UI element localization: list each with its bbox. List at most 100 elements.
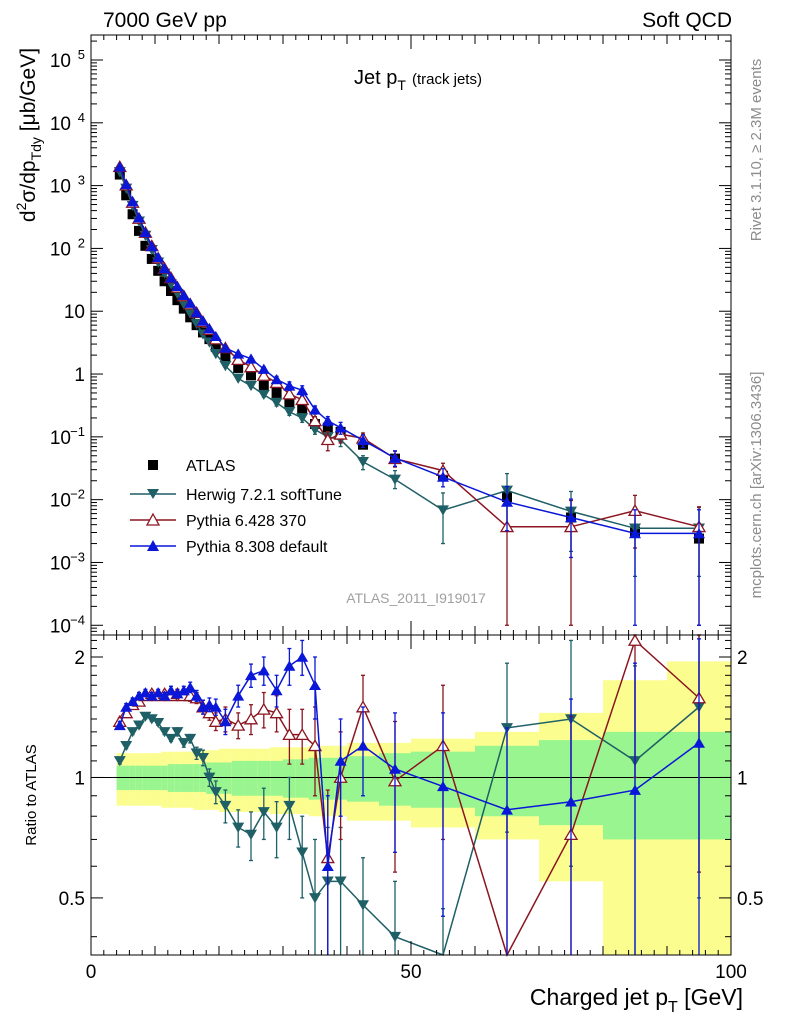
data-point-herwig [219, 361, 232, 372]
data-point-pythia8 [219, 342, 232, 353]
band-inner-segment [212, 762, 219, 794]
data-point-pythia8 [629, 528, 641, 539]
data-point-pythia8 [126, 695, 139, 707]
data-point-pythia8 [209, 701, 222, 712]
legend-label-herwig: Herwig 7.2.1 softTune [186, 487, 342, 504]
data-point-pythia6 [282, 387, 297, 400]
data-point-herwig [437, 505, 449, 516]
data-point-pythia8 [437, 780, 449, 792]
data-point-pythia6 [307, 414, 323, 427]
legend-label-atlas: ATLAS [186, 458, 236, 475]
y-tick-label: 10 [50, 491, 71, 512]
data-point-herwig [133, 720, 145, 731]
y-tick-label-exponent: 5 [78, 47, 85, 62]
y-tick-label: 10 [50, 428, 71, 449]
data-point-pythia8 [184, 297, 197, 308]
data-point-pythia8 [120, 701, 133, 712]
y-tick-label-exponent: 2 [78, 235, 85, 250]
data-point-pythia8 [321, 860, 334, 872]
data-point-atlas [233, 362, 244, 373]
data-point-pythia8 [113, 161, 126, 172]
band-inner-segment [244, 760, 258, 796]
data-point-herwig [152, 717, 165, 729]
data-point-herwig [296, 847, 309, 858]
y-tick-label: 10 [50, 553, 71, 574]
data-point-pythia8 [334, 755, 347, 766]
y-tick-label-exponent: −2 [70, 487, 85, 502]
data-point-herwig [257, 807, 270, 818]
data-point-pythia8 [309, 679, 321, 691]
ratio-y-tick-label: 0.5 [59, 889, 85, 910]
data-point-herwig [171, 727, 184, 738]
data-point-herwig [209, 348, 222, 360]
data-point-pythia8 [133, 212, 145, 223]
data-point-pythia8 [139, 687, 152, 698]
ratio-y-tick-label: 0.5 [737, 889, 763, 910]
data-point-pythia6 [282, 727, 297, 741]
data-point-herwig [126, 727, 139, 738]
legend-marker-herwig [147, 489, 159, 499]
data-point-pythia6 [295, 393, 310, 406]
legend-marker-atlas [148, 460, 158, 470]
data-point-pythia8 [334, 422, 347, 433]
data-point-pythia8 [389, 763, 401, 774]
data-point-pythia6 [231, 718, 246, 731]
data-point-herwig [389, 931, 401, 943]
data-point-pythia6 [307, 739, 323, 752]
band-inner-segment [231, 760, 245, 796]
legend-item-pythia6: Pythia 6.428 370 [130, 512, 306, 530]
data-point-pythia6 [243, 712, 259, 725]
data-point-pythia8 [197, 315, 209, 326]
data-point-pythia8 [219, 716, 232, 727]
band-inner-segment [193, 764, 200, 792]
data-point-pythia8 [139, 226, 152, 238]
data-point-pythia8 [165, 272, 177, 283]
band-inner-segment [219, 762, 232, 794]
data-point-pythia8 [501, 804, 513, 815]
data-point-atlas [220, 351, 231, 362]
data-point-atlas [271, 387, 282, 398]
data-point-pythia8 [171, 688, 184, 699]
legend-marker-pythia8 [147, 540, 159, 551]
data-point-herwig [270, 397, 283, 409]
y-tick-label: 10 [50, 51, 71, 72]
legend: ATLAS Herwig 7.2.1 softTune Pythia 6.428… [130, 458, 342, 556]
data-point-atlas [284, 398, 295, 409]
data-point-pythia8 [245, 669, 257, 681]
data-point-atlas [146, 253, 157, 264]
data-point-pythia8 [209, 330, 222, 342]
data-point-atlas [166, 285, 176, 296]
data-point-herwig [177, 299, 190, 310]
data-point-pythia8 [389, 452, 401, 463]
band-inner-segment [257, 760, 271, 796]
data-point-herwig [296, 413, 309, 424]
data-point-herwig [309, 424, 321, 436]
data-point-atlas [297, 403, 308, 414]
data-point-pythia8 [565, 796, 577, 807]
data-point-pythia8 [120, 178, 133, 190]
data-point-pythia8 [145, 690, 158, 701]
ratio-y-tick-label: 1 [74, 768, 85, 789]
data-point-pythia6 [269, 706, 284, 719]
data-point-pythia8 [501, 496, 513, 507]
data-point-herwig [245, 829, 257, 840]
data-point-pythia8 [283, 380, 296, 391]
data-point-herwig [184, 733, 197, 745]
data-point-pythia8 [283, 660, 296, 671]
data-point-herwig [145, 714, 158, 725]
data-point-pythia8 [232, 690, 245, 701]
data-point-pythia8 [321, 415, 334, 426]
data-point-atlas [246, 370, 256, 381]
data-point-pythia6 [243, 360, 259, 373]
data-point-herwig [232, 822, 245, 833]
legend-label-pythia8: Pythia 8.308 default [186, 539, 328, 556]
data-point-herwig [219, 800, 232, 812]
ratio-y-axis-label: Ratio to ATLAS [23, 744, 40, 845]
legend-marker-pythia6 [145, 512, 161, 526]
data-point-herwig [177, 738, 190, 749]
data-point-atlas [322, 422, 333, 433]
band-inner-segment [187, 764, 194, 792]
data-point-pythia8 [357, 740, 369, 751]
data-point-herwig [283, 800, 296, 812]
